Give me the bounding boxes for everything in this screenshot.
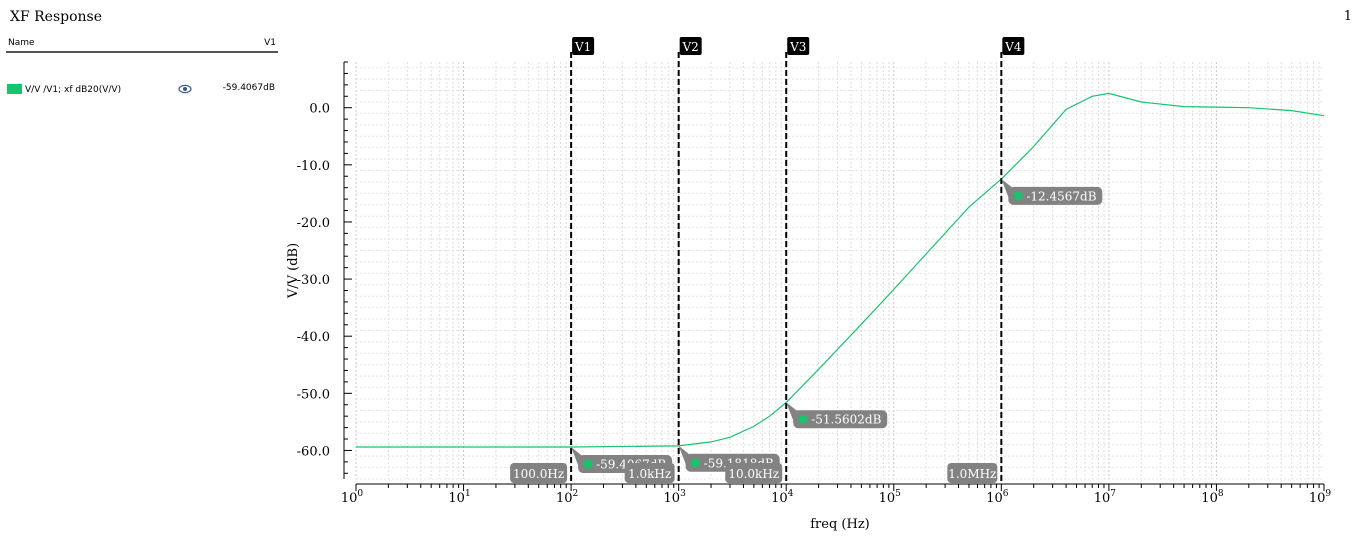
eye-icon[interactable] bbox=[178, 84, 192, 94]
x-tick-exponent: 1 bbox=[465, 489, 471, 499]
legend-header: Name V1 bbox=[6, 38, 278, 53]
x-tick-exponent: 4 bbox=[788, 489, 794, 499]
y-tick-label: -20.0 bbox=[297, 216, 330, 231]
series-color-swatch bbox=[7, 84, 22, 94]
marker-tag bbox=[1002, 37, 1025, 55]
legend-panel: Name V1 V/V /V1; xf dB20(V/V) -59.4067dB bbox=[6, 38, 278, 97]
legend-header-column: V1 bbox=[264, 38, 276, 48]
x-axis-title: freq (Hz) bbox=[810, 517, 870, 532]
marker-tag bbox=[679, 37, 702, 55]
x-tick-label: 106 bbox=[986, 489, 1009, 506]
y-axis-title: V/V (dB) bbox=[286, 243, 301, 299]
marker-x-box bbox=[725, 463, 783, 483]
marker-x-label: 1.0kHz bbox=[628, 467, 671, 481]
marker-point bbox=[798, 414, 808, 424]
marker-x-box bbox=[624, 463, 675, 483]
marker-v4[interactable]: V4 1.0MHz -12.4567dB bbox=[947, 37, 1103, 484]
x-tick-label: 104 bbox=[771, 489, 794, 506]
marker-x-box bbox=[947, 463, 998, 483]
window-title: XF Response bbox=[10, 9, 103, 25]
x-tick-exponent: 5 bbox=[895, 489, 901, 499]
y-tick-label: -50.0 bbox=[297, 387, 330, 402]
page-number: 1 bbox=[1343, 9, 1352, 24]
y-tick-label: -10.0 bbox=[297, 159, 330, 174]
legend-header-name: Name bbox=[8, 38, 35, 48]
marker-point bbox=[583, 459, 593, 469]
marker-y-box bbox=[793, 410, 888, 429]
x-tick-exponent: 6 bbox=[1003, 489, 1009, 499]
x-tick-label: 101 bbox=[448, 489, 470, 506]
marker-y-label: -12.4567dB bbox=[1026, 189, 1096, 203]
marker-y-box bbox=[1008, 186, 1103, 205]
marker-x-label: 10.0kHz bbox=[728, 467, 779, 481]
x-tick-label: 100 bbox=[341, 489, 364, 506]
x-tick-label: 107 bbox=[1094, 489, 1117, 506]
x-tick-exponent: 0 bbox=[357, 489, 363, 499]
x-tick-exponent: 9 bbox=[1325, 489, 1331, 499]
grid bbox=[355, 62, 1324, 480]
y-tick-label: 0.0 bbox=[309, 102, 330, 117]
legend-entry-label: V/V /V1; xf dB20(V/V) bbox=[25, 85, 122, 95]
x-tick-label: 103 bbox=[664, 489, 687, 506]
series-line bbox=[356, 92, 1325, 448]
marker-tag bbox=[572, 37, 595, 55]
plot-background bbox=[356, 62, 1324, 479]
marker-tag bbox=[787, 37, 810, 55]
x-tick-exponent: 2 bbox=[573, 489, 579, 499]
marker-y-label: -51.5602dB bbox=[811, 413, 881, 427]
x-tick-label: 102 bbox=[556, 489, 578, 506]
x-tick-label: 105 bbox=[879, 489, 902, 506]
marker-v3[interactable]: V3 10.0kHz -51.5602dB bbox=[725, 37, 888, 484]
marker-x-label: 100.0Hz bbox=[513, 467, 564, 481]
marker-point bbox=[691, 458, 701, 468]
marker-x-label: 1.0MHz bbox=[948, 467, 996, 481]
marker-x-box bbox=[510, 463, 568, 483]
marker-name: V4 bbox=[1004, 40, 1022, 54]
marker-name: V1 bbox=[574, 40, 591, 54]
y-tick-label: -40.0 bbox=[297, 330, 330, 345]
y-tick-label: -60.0 bbox=[297, 444, 330, 459]
x-tick-exponent: 7 bbox=[1110, 489, 1116, 499]
legend-entry-value: -59.4067dB bbox=[222, 83, 275, 93]
x-tick-exponent: 8 bbox=[1218, 489, 1224, 499]
marker-point bbox=[1013, 191, 1023, 201]
marker-name: V2 bbox=[682, 40, 699, 54]
x-tick-exponent: 3 bbox=[680, 489, 686, 499]
x-tick-label: 108 bbox=[1201, 489, 1224, 506]
y-tick-label: -30.0 bbox=[297, 273, 330, 288]
legend-entry[interactable]: V/V /V1; xf dB20(V/V) -59.4067dB bbox=[6, 79, 278, 97]
x-tick-label: 109 bbox=[1309, 489, 1332, 506]
marker-name: V3 bbox=[789, 40, 806, 54]
